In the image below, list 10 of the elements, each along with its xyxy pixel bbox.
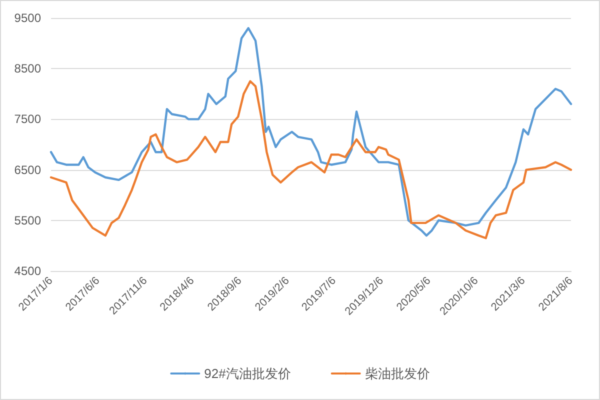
y-tick-label: 7500 bbox=[14, 112, 42, 126]
line-series bbox=[50, 27, 572, 237]
legend-label: 柴油批发价 bbox=[364, 366, 430, 381]
line-series bbox=[50, 80, 572, 240]
y-tick-label: 9500 bbox=[14, 11, 42, 25]
legend-label: 92#汽油批发价 bbox=[204, 366, 291, 381]
y-tick-label: 8500 bbox=[14, 62, 42, 76]
y-tick-label: 6500 bbox=[14, 162, 42, 177]
y-tick-label: 5500 bbox=[14, 213, 42, 228]
y-tick-label: 4500 bbox=[14, 264, 42, 278]
